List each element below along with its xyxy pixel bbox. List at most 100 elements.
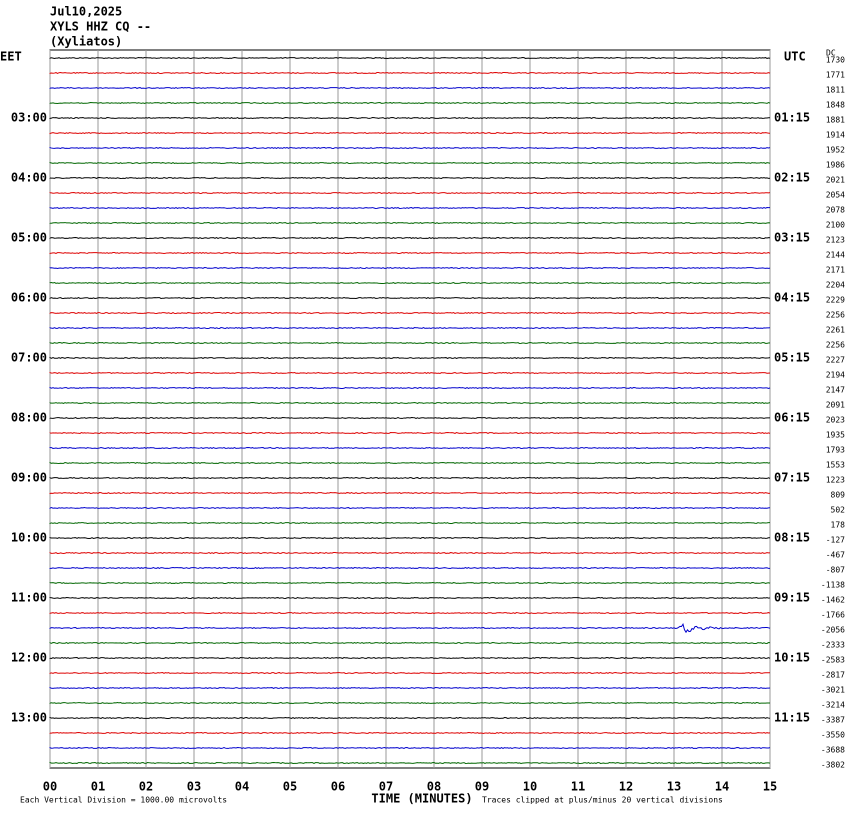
right-time: 09:15 [774,591,810,605]
trace [49,281,771,284]
x-tick-label: 10 [523,780,537,794]
dc-value: 1952 [826,146,845,155]
dc-value: -2817 [821,671,845,680]
trace [49,701,771,705]
dc-value: -1138 [821,581,845,590]
x-tick-label: 14 [715,780,729,794]
x-tick-label: 04 [235,780,249,794]
trace [49,671,771,675]
trace [49,761,771,764]
left-time: 12:00 [11,651,47,665]
dc-value: -3802 [821,761,845,770]
right-time: 07:15 [774,471,810,485]
dc-value: 2021 [826,176,845,185]
trace [49,237,771,239]
dc-value: -467 [826,551,845,560]
left-time: 06:00 [11,291,47,305]
trace [49,446,771,449]
dc-value: 2204 [826,281,845,290]
trace [49,476,771,480]
dc-value: 1811 [826,86,845,95]
x-tick-label: 00 [43,780,57,794]
trace [49,132,771,135]
dc-value: 2054 [826,191,845,200]
dc-value: 809 [831,491,846,500]
dc-value: -1766 [821,611,845,620]
x-tick-label: 15 [763,780,777,794]
trace [49,686,771,690]
right-time: 02:15 [774,171,810,185]
trace [49,746,771,750]
x-tick-label: 02 [139,780,153,794]
dc-value: 2078 [826,206,845,215]
dc-value: 2256 [826,341,845,350]
right-time: 10:15 [774,651,810,665]
dc-value: 1793 [826,446,845,455]
x-tick-label: 01 [91,780,105,794]
left-time: 05:00 [11,231,47,245]
dc-value: 502 [831,506,846,515]
dc-value: -2333 [821,641,845,650]
dc-value: -2583 [821,656,845,665]
dc-value: -3021 [821,686,845,695]
trace [49,716,771,719]
trace [49,296,771,300]
x-tick-label: 13 [667,780,681,794]
right-time: 01:15 [774,111,810,125]
left-time: 10:00 [11,531,47,545]
trace [49,146,771,149]
trace [49,341,771,344]
trace [49,416,771,420]
dc-value: 1881 [826,116,845,125]
x-tick-label: 05 [283,780,297,794]
trace [49,432,771,434]
left-time: 11:00 [11,591,47,605]
trace [49,622,771,634]
left-zone: EET [0,50,22,64]
x-tick-label: 08 [427,780,441,794]
trace [49,597,771,599]
dc-value: 2144 [826,251,845,260]
trace [49,491,771,495]
dc-value: 1986 [826,161,845,170]
left-time: 04:00 [11,171,47,185]
footer-left: Each Vertical Division = 1000.00 microvo… [20,796,227,805]
trace [49,252,771,254]
date: Jul10,2025 [50,5,122,19]
trace [49,57,771,59]
trace [49,402,771,405]
footer-right: Traces clipped at plus/minus 20 vertical… [482,796,723,805]
dc-value: 1935 [826,431,845,440]
dc-value: 2171 [826,266,845,275]
trace [49,507,771,509]
trace [49,642,771,644]
left-time: 13:00 [11,711,47,725]
trace [49,312,771,314]
right-time: 03:15 [774,231,810,245]
left-time: 09:00 [11,471,47,485]
trace [49,327,771,329]
dc-value: -2056 [821,626,845,635]
right-time: 08:15 [774,531,810,545]
trace [49,522,771,525]
dc-value: 2100 [826,221,845,230]
dc-value: 2227 [826,356,845,365]
trace [49,191,771,195]
trace [49,552,771,555]
trace [49,567,771,569]
trace [49,371,771,375]
trace [49,461,771,465]
trace [49,206,771,210]
x-tick-label: 07 [379,780,393,794]
dc-value: 2229 [826,296,845,305]
x-tick-label: 12 [619,780,633,794]
x-tick-label: 06 [331,780,345,794]
trace [49,87,771,90]
trace [49,611,771,614]
dc-value: 1730 [826,56,845,65]
dc-value: -3550 [821,731,845,740]
location: (Xyliatos) [50,35,122,49]
x-tick-label: 09 [475,780,489,794]
station: XYLS HHZ CQ -- [50,20,151,34]
